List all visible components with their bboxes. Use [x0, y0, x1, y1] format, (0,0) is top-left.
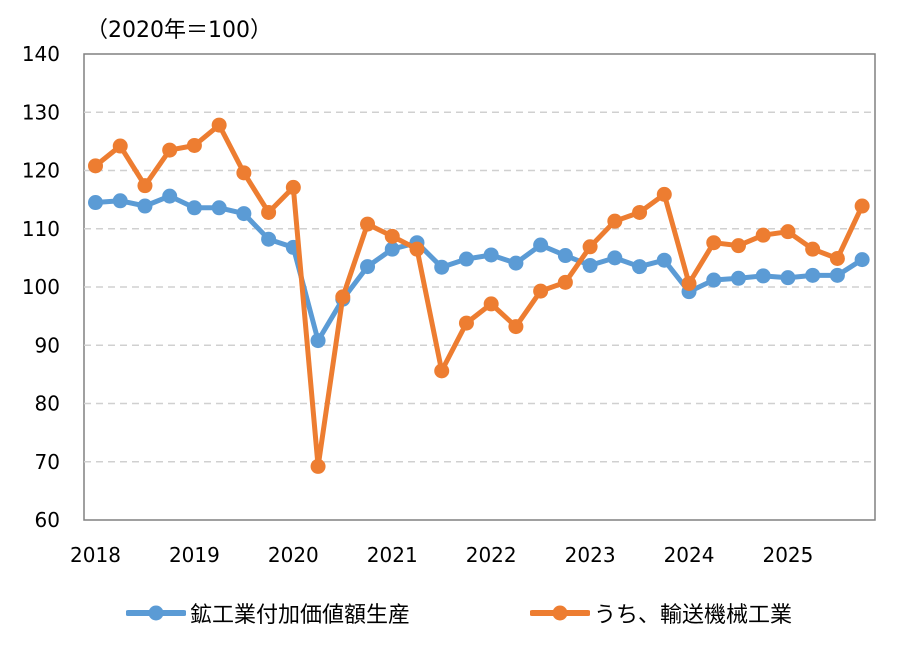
- data-point: [186, 137, 202, 153]
- data-point: [854, 252, 870, 268]
- data-point: [335, 289, 351, 305]
- x-tick-label: 2024: [664, 543, 715, 567]
- data-point: [656, 252, 672, 268]
- data-point: [483, 247, 499, 263]
- data-point: [384, 241, 400, 257]
- y-tick-label: 110: [22, 217, 60, 241]
- data-series: [88, 117, 870, 474]
- y-tick-label: 130: [22, 100, 60, 124]
- data-point: [112, 193, 128, 209]
- legend-item-transport-machinery: うち、輸送機械工業: [530, 593, 792, 633]
- legend-label: うち、輸送機械工業: [594, 603, 793, 628]
- data-point: [632, 204, 648, 220]
- data-point: [261, 231, 277, 247]
- data-point: [360, 216, 376, 232]
- data-point: [137, 178, 153, 194]
- data-point: [434, 259, 450, 275]
- x-tick-label: 2025: [762, 543, 813, 567]
- data-point: [236, 206, 252, 222]
- data-point: [310, 458, 326, 474]
- data-point: [162, 188, 178, 204]
- legend: 鉱工業付加価値額生産 うち、輸送機械工業: [0, 593, 900, 633]
- data-point: [137, 198, 153, 214]
- data-point: [483, 296, 499, 312]
- data-point: [360, 259, 376, 275]
- y-tick-label: 80: [35, 392, 60, 416]
- data-point: [805, 241, 821, 257]
- data-point: [706, 235, 722, 251]
- data-point: [632, 259, 648, 275]
- x-tick-label: 2019: [169, 543, 220, 567]
- legend-swatch-marker: [148, 605, 164, 621]
- data-point: [557, 274, 573, 290]
- data-point: [730, 270, 746, 286]
- data-point: [211, 200, 227, 216]
- data-point: [681, 276, 697, 292]
- y-axis-tick-labels: 60 70 80 90 100 110 120 130 140: [22, 42, 60, 532]
- x-tick-label: 2021: [367, 543, 418, 567]
- legend-item-mining-manufacturing: 鉱工業付加価値額生産: [126, 593, 410, 633]
- data-point: [829, 267, 845, 283]
- data-point: [310, 333, 326, 349]
- data-point: [730, 238, 746, 254]
- y-tick-label: 90: [35, 333, 60, 357]
- legend-swatch-marker: [552, 605, 568, 621]
- data-point: [508, 255, 524, 271]
- x-tick-label: 2020: [268, 543, 319, 567]
- data-point: [706, 272, 722, 288]
- data-point: [186, 200, 202, 216]
- data-point: [780, 270, 796, 286]
- x-tick-label: 2022: [466, 543, 517, 567]
- data-point: [607, 250, 623, 266]
- data-point: [582, 239, 598, 255]
- data-point: [607, 213, 623, 229]
- data-point: [533, 237, 549, 253]
- data-point: [261, 204, 277, 220]
- y-tick-label: 60: [35, 508, 60, 532]
- data-point: [211, 117, 227, 133]
- data-point: [409, 241, 425, 257]
- data-point: [656, 186, 672, 202]
- data-point: [854, 198, 870, 214]
- data-point: [829, 250, 845, 266]
- data-point: [285, 179, 301, 195]
- data-point: [458, 315, 474, 331]
- data-point: [755, 227, 771, 243]
- series-2: [88, 117, 870, 474]
- data-point: [434, 363, 450, 379]
- y-tick-label: 70: [35, 450, 60, 474]
- x-tick-label: 2018: [70, 543, 121, 567]
- data-point: [88, 158, 103, 174]
- data-point: [805, 267, 821, 283]
- y-tick-label: 100: [22, 275, 60, 299]
- data-point: [236, 165, 252, 181]
- x-axis-tick-labels: 2018 2019 2020 2021 2022 2023 2024 2025: [70, 543, 813, 567]
- data-point: [780, 224, 796, 240]
- data-point: [458, 251, 474, 267]
- data-point: [162, 142, 178, 158]
- data-point: [582, 257, 598, 273]
- y-tick-label: 120: [22, 159, 60, 183]
- unit-label: （2020年＝100）: [86, 18, 272, 43]
- data-point: [533, 283, 549, 299]
- legend-swatch-orange-line-icon: [530, 605, 590, 621]
- data-point: [112, 138, 128, 154]
- data-point: [508, 319, 524, 335]
- data-point: [557, 248, 573, 264]
- x-tick-label: 2023: [565, 543, 616, 567]
- y-tick-label: 140: [22, 42, 60, 66]
- data-point: [755, 268, 771, 284]
- data-point: [384, 228, 400, 244]
- data-point: [88, 195, 103, 211]
- legend-swatch-blue-line-icon: [126, 605, 186, 621]
- legend-label: 鉱工業付加価値額生産: [190, 603, 411, 628]
